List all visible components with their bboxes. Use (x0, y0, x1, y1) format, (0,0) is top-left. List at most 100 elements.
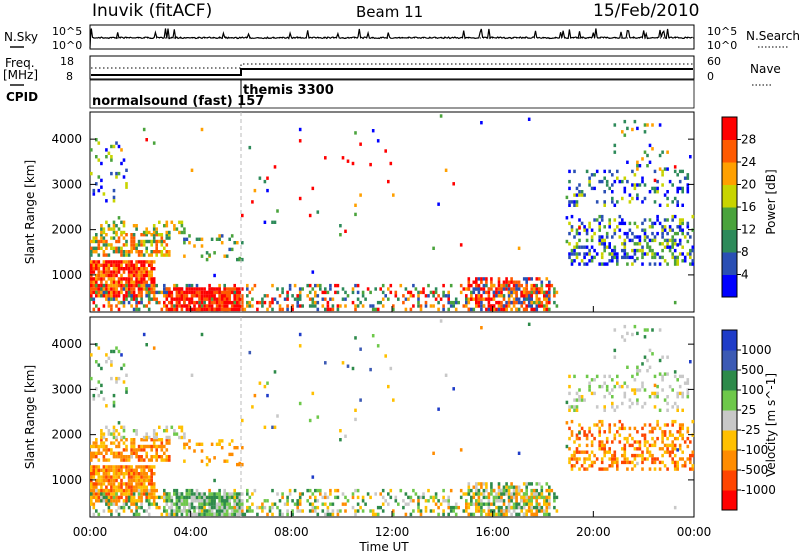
velocity-echo-cell (142, 448, 146, 452)
power-echo-cell (678, 228, 682, 232)
velocity-echo-cell (112, 404, 116, 408)
power-echo-cell (105, 246, 108, 250)
velocity-echo-cell (140, 455, 143, 459)
power-echo-cell (540, 304, 544, 308)
velocity-echo-cell (641, 384, 644, 389)
power-echo-cell (142, 304, 146, 308)
velocity-echo-cell (218, 495, 221, 500)
velocity-echo-cell (631, 401, 634, 406)
velocity-echo-cell (663, 443, 667, 448)
noise-panel: 10^5 10^0 10^5 10^0 (52, 24, 737, 52)
power-echo-cell (392, 304, 395, 308)
power-echo-cell (132, 294, 136, 298)
velocity-echo-cell (540, 509, 544, 513)
velocity-echo-cell (223, 505, 226, 510)
velocity-echo-cell (178, 492, 181, 496)
power-echo-cell (691, 245, 695, 249)
velocity-echo-cell (548, 512, 551, 517)
velocity-echo-cell (402, 499, 405, 503)
power-echo-cell (646, 245, 649, 249)
velocity-echo-cell (102, 465, 106, 469)
velocity-echo-cell (683, 460, 687, 465)
velocity-echo-cell (97, 482, 101, 486)
velocity-echo-cell (575, 447, 579, 451)
power-echo-cell (339, 304, 342, 308)
power-echo-cell (626, 235, 629, 239)
velocity-echo-cell (651, 352, 654, 356)
power-echo-cell (676, 262, 679, 266)
power-echo-cell (527, 297, 531, 301)
velocity-echo-cell (115, 438, 118, 442)
power-echo-cell (500, 300, 503, 305)
power-echo-cell (120, 283, 123, 288)
power-echo-cell (122, 283, 126, 288)
power-echo-cell (603, 242, 606, 246)
power-echo-cell (387, 179, 390, 184)
velocity-echo-cell (432, 509, 435, 513)
power-echo-cell (266, 307, 269, 312)
velocity-echo-cell (573, 374, 576, 379)
velocity-echo-cell (618, 419, 622, 424)
velocity-echo-cell (145, 451, 148, 455)
velocity-echo-cell (246, 488, 249, 493)
power-echo-cell (117, 307, 121, 312)
power-echo-cell (90, 253, 93, 257)
velocity-echo-cell (686, 436, 690, 441)
velocity-echo-cell (666, 443, 669, 448)
power-echo-cell (520, 300, 523, 305)
power-echo-cell (112, 277, 116, 281)
power-echo-cell (402, 300, 405, 305)
velocity-echo-cell (409, 499, 413, 503)
power-echo-cell (462, 287, 466, 291)
velocity-echo-cell (155, 458, 158, 462)
velocity-echo-cell (477, 505, 481, 510)
velocity-echo-cell (517, 492, 521, 496)
velocity-echo-cell (205, 499, 209, 503)
velocity-echo-cell (387, 492, 390, 496)
power-echo-cell (507, 280, 511, 284)
power-echo-cell (286, 294, 289, 298)
power-echo-cell (200, 244, 204, 248)
velocity-echo-cell (183, 442, 186, 446)
velocity-colorbar-swatch (722, 350, 737, 371)
power-echo-cell (170, 297, 174, 301)
power-echo-cell (633, 119, 637, 124)
power-echo-cell (145, 138, 148, 142)
power-echo-cell (379, 300, 382, 305)
power-echo-cell (100, 283, 103, 288)
velocity-echo-cell (92, 472, 96, 476)
power-echo-cell (248, 145, 252, 150)
nsky-label: N.Sky (4, 30, 38, 44)
velocity-echo-cell (205, 509, 209, 513)
velocity-echo-cell (105, 451, 108, 455)
power-echo-cell (122, 250, 126, 254)
velocity-echo-cell (135, 509, 138, 513)
power-echo-cell (100, 294, 103, 298)
velocity-echo-cell (112, 492, 116, 496)
velocity-echo-cell (663, 433, 667, 437)
velocity-echo-cell (130, 509, 133, 513)
power-echo-cell (540, 290, 544, 295)
velocity-echo-cell (616, 374, 619, 379)
power-echo-cell (482, 297, 486, 301)
velocity-echo-cell (477, 488, 481, 493)
velocity-echo-cell (142, 485, 146, 489)
power-echo-cell (115, 304, 118, 308)
velocity-echo-cell (115, 488, 118, 493)
power-echo-cell (495, 300, 498, 305)
power-echo-cell (147, 307, 151, 312)
velocity-echo-cell (583, 450, 586, 454)
power-echo-cell (681, 203, 684, 207)
velocity-echo-cell (155, 448, 158, 452)
velocity-echo-cell (643, 401, 647, 406)
power-echo-cell (102, 243, 106, 247)
velocity-echo-cell (648, 348, 652, 353)
power-echo-cell (588, 225, 591, 229)
velocity-echo-cell (605, 436, 609, 441)
power-echo-cell (183, 227, 186, 231)
velocity-echo-cell (683, 381, 687, 385)
power-echo-cell (100, 178, 103, 183)
power-echo-cell (384, 294, 387, 298)
power-echo-cell (553, 290, 556, 295)
velocity-echo-cell (336, 512, 340, 517)
